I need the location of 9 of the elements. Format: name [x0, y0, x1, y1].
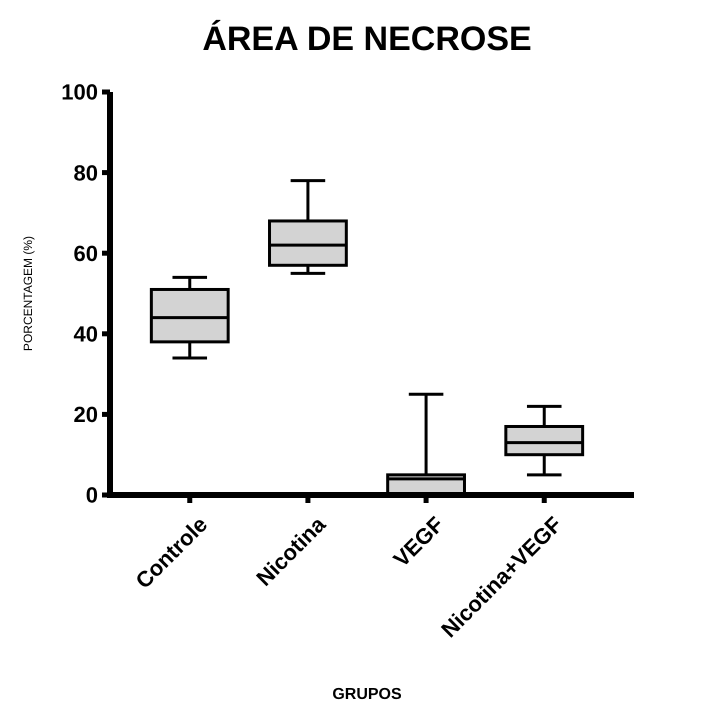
y-tick-label: 60 [74, 240, 98, 266]
y-tick-label: 100 [61, 80, 98, 105]
y-tick-label: 80 [74, 160, 98, 186]
x-axis-title: GRUPOS [332, 686, 402, 703]
y-axis-title: PORCENTAGEM (%) [21, 236, 35, 352]
y-tick-label: 40 [74, 322, 98, 346]
y-tick-label: 20 [74, 402, 98, 428]
y-tick-label: 0 [86, 482, 98, 508]
chart-title: ÁREA DE NECROSE [202, 19, 532, 58]
